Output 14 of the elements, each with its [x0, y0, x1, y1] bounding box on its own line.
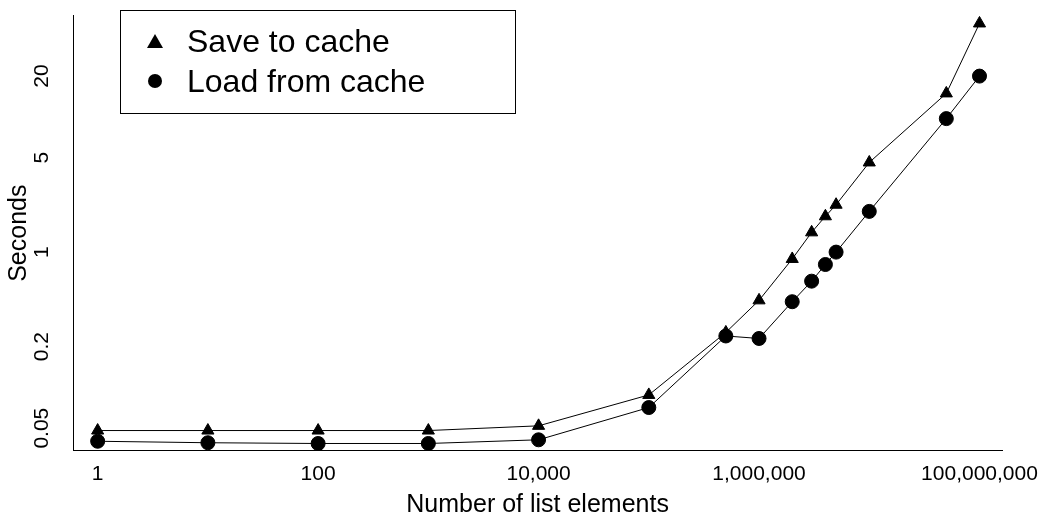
x-tick-label: 100 [300, 461, 336, 485]
y-tick-label: 1 [28, 246, 52, 258]
x-tick-label: 10,000 [506, 461, 571, 485]
y-tick-label: 0.05 [28, 407, 52, 449]
legend-label: Save to cache [187, 22, 390, 61]
legend-label: Load from cache [187, 62, 426, 101]
y-tick-label: 20 [28, 64, 52, 88]
y-tick-label: 5 [28, 151, 52, 164]
x-tick-label: 1 [91, 461, 104, 485]
x-tick-label: 100,000,000 [921, 461, 1038, 485]
x-axis-title: Number of list elements [406, 488, 669, 517]
y-axis-title: Seconds [2, 184, 31, 282]
y-tick-label: 0.2 [28, 332, 52, 362]
x-tick-label: 1,000,000 [712, 461, 806, 485]
